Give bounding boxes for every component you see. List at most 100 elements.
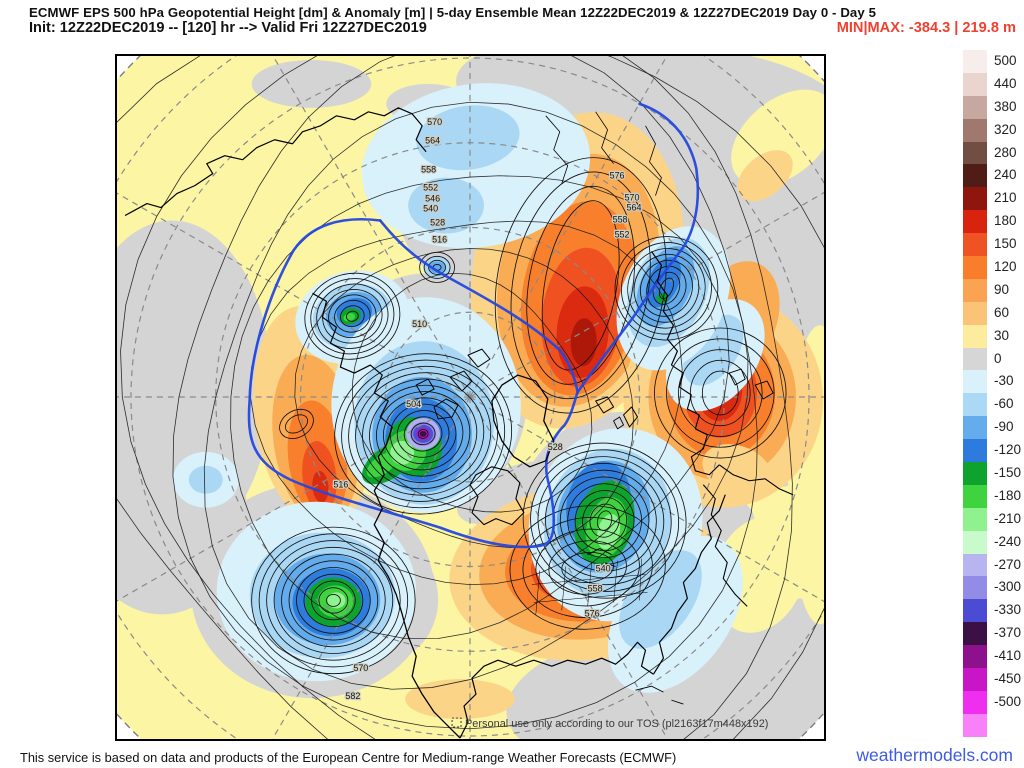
- colorbar-label: 90: [994, 281, 1010, 297]
- colorbar-label: -30: [994, 373, 1014, 389]
- colorbar-label: 0: [994, 350, 1002, 366]
- colorbar-swatch: [963, 576, 987, 600]
- contour-label: 552: [615, 229, 630, 239]
- colorbar-row: -120: [963, 439, 1022, 463]
- colorbar-swatch: [963, 645, 987, 669]
- colorbar-label: 180: [994, 213, 1017, 229]
- contour-label: 570: [353, 663, 368, 673]
- colorbar-row: 60: [963, 301, 1021, 325]
- colorbar-label: -330: [994, 602, 1022, 618]
- colorbar-row: -180: [963, 484, 1022, 508]
- colorbar-swatch: [963, 95, 987, 119]
- colorbar-label: -90: [994, 419, 1014, 435]
- colorbar-swatch: [963, 462, 987, 485]
- tos-checkbox-icon: [451, 717, 462, 728]
- colorbar-swatch: [963, 324, 987, 348]
- colorbar-swatch: [963, 393, 987, 417]
- colorbar-label: 210: [994, 190, 1017, 206]
- colorbar-swatch: [963, 118, 987, 142]
- colorbar-label: 240: [994, 167, 1017, 183]
- contour-label: 516: [333, 480, 348, 490]
- colorbar-row: 320: [963, 118, 1021, 142]
- contour-label: 510: [412, 319, 427, 329]
- colorbar-label: -120: [994, 442, 1022, 458]
- colorbar-row: [963, 713, 1021, 737]
- colorbar-row: 280: [963, 141, 1021, 165]
- colorbar-label: 60: [994, 304, 1010, 320]
- colorbar-swatch: [963, 484, 987, 508]
- colorbar-row: -370: [963, 622, 1021, 646]
- colorbar-label: 30: [994, 327, 1010, 343]
- colorbar-label: 320: [994, 121, 1017, 137]
- colorbar-swatch: [963, 668, 987, 691]
- colorbar-row: -410: [963, 645, 1022, 669]
- init-valid-subtitle: Init: 12Z22DEC2019 -- [120] hr --> Valid…: [29, 20, 427, 36]
- colorbar-row: 150: [963, 233, 1021, 257]
- contour-label: 540: [596, 563, 611, 573]
- colorbar-row: 90: [963, 278, 1021, 302]
- colorbar-label: -450: [994, 671, 1022, 687]
- colorbar-swatch: [963, 553, 987, 577]
- contour-label: 576: [610, 171, 625, 181]
- colorbar-row: -150: [963, 462, 1021, 485]
- colorbar-row: -450: [963, 668, 1021, 691]
- colorbar-label: 380: [994, 98, 1017, 114]
- brand-link[interactable]: weathermodels.com: [856, 745, 1013, 765]
- colorbar-row: -60: [963, 393, 1021, 417]
- contour-label: 546: [425, 194, 440, 204]
- colorbar-label: -180: [994, 487, 1022, 503]
- colorbar-label: 440: [994, 75, 1017, 91]
- colorbar-row: -500: [963, 690, 1022, 714]
- contour-label: 528: [548, 442, 563, 452]
- colorbar-swatch: [963, 507, 987, 531]
- colorbar-row: 0: [963, 347, 1021, 371]
- colorbar-label: 280: [994, 144, 1017, 160]
- colorbar-swatch: [963, 599, 987, 623]
- minmax-value: MIN|MAX: -384.3 | 219.8 m: [836, 20, 1016, 36]
- colorbar-label: -410: [994, 648, 1022, 664]
- colorbar-swatch: [963, 301, 987, 325]
- footer-credit: This service is based on data and produc…: [20, 750, 677, 765]
- colorbar-row: -270: [963, 553, 1021, 577]
- contour-label: 552: [423, 183, 438, 193]
- colorbar-row: 30: [963, 324, 1021, 348]
- colorbar-swatch: [963, 622, 987, 646]
- contour-label: 582: [345, 691, 360, 701]
- colorbar-label: -500: [994, 693, 1022, 709]
- colorbar-label: 500: [994, 53, 1017, 68]
- contour-label: 558: [421, 165, 436, 175]
- colorbar-row: 440: [963, 72, 1021, 96]
- colorbar-row: 120: [963, 256, 1021, 279]
- colorbar-swatch: [963, 370, 987, 394]
- colorbar-row: -240: [963, 530, 1022, 554]
- anomaly-colorbar: 500 440 380 320 280 240 210 180 150 120 90 60 30 0 -30…: [963, 50, 1021, 737]
- contour-label: 528: [430, 218, 445, 228]
- colorbar-label: -150: [994, 465, 1022, 481]
- colorbar-row: -330: [963, 599, 1022, 623]
- colorbar-swatch: [963, 690, 987, 714]
- colorbar-row: -90: [963, 416, 1021, 440]
- contour-label: 570: [625, 193, 640, 203]
- colorbar-label: -240: [994, 533, 1022, 549]
- colorbar-swatch: [963, 256, 987, 279]
- colorbar-label: -60: [994, 396, 1014, 412]
- colorbar-label: -300: [994, 579, 1022, 595]
- contour-label: 564: [425, 136, 440, 146]
- contour-label: 558: [613, 215, 628, 225]
- contour-label: 540: [423, 204, 438, 214]
- page-title: ECMWF EPS 500 hPa Geopotential Height [d…: [29, 5, 877, 20]
- colorbar-swatch: [963, 210, 987, 234]
- contour-label: 504: [406, 399, 421, 409]
- colorbar-swatch: [963, 713, 987, 737]
- colorbar-row: -210: [963, 507, 1021, 531]
- colorbar-row: 180: [963, 210, 1021, 234]
- colorbar-swatch: [963, 141, 987, 165]
- colorbar-swatch: [963, 347, 987, 371]
- colorbar-swatch: [963, 50, 987, 73]
- colorbar-row: 380: [963, 95, 1021, 119]
- colorbar-swatch: [963, 530, 987, 554]
- colorbar-row: -30: [963, 370, 1021, 394]
- contour-label: 576: [585, 608, 600, 618]
- colorbar-row: 500: [963, 50, 1021, 73]
